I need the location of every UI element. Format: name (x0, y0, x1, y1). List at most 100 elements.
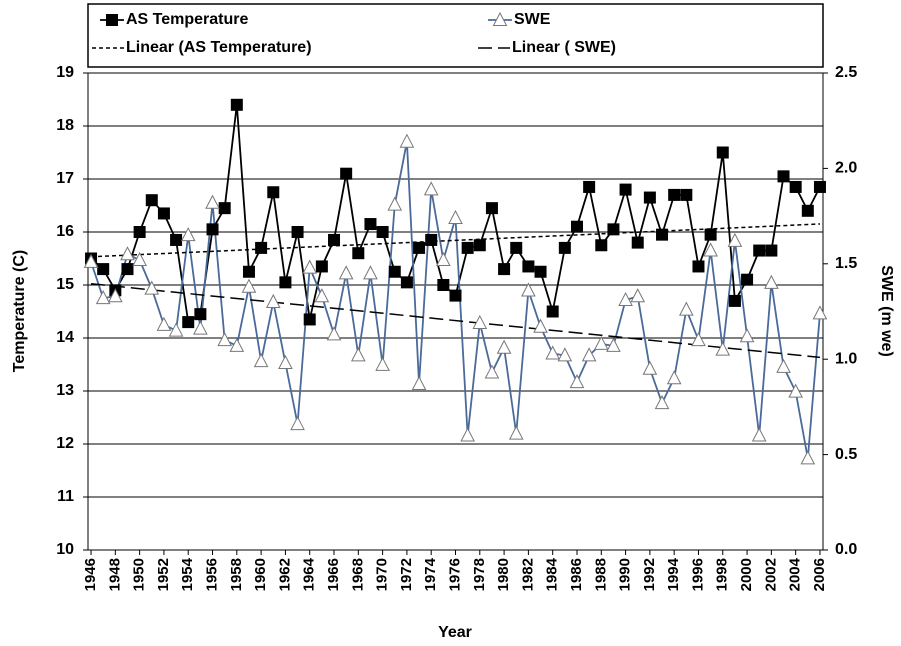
y-tick-label: 17 (56, 170, 74, 187)
y-tick-label: 14 (56, 329, 74, 346)
data-point (328, 233, 341, 246)
trendline (91, 223, 820, 258)
data-point (279, 276, 292, 289)
data-point (132, 251, 147, 266)
data-point (546, 305, 559, 318)
data-point (425, 233, 438, 246)
data-point (498, 263, 511, 276)
data-point (680, 188, 693, 201)
data-point (326, 326, 342, 341)
x-tick-label: 1958 (228, 558, 245, 591)
y2-tick-label: 2.0 (835, 160, 857, 177)
x-tick-label: 2002 (762, 558, 779, 591)
data-point (692, 260, 705, 273)
data-point (180, 227, 196, 242)
data-point (120, 246, 135, 261)
x-tick-label: 2000 (738, 558, 755, 591)
data-point (423, 181, 439, 196)
data-point (777, 170, 790, 183)
legend-marker (492, 11, 508, 26)
x-tick-label: 1948 (106, 558, 123, 591)
data-point (388, 265, 401, 278)
x-tick-label: 1998 (714, 558, 731, 591)
data-point (715, 341, 731, 356)
data-point (533, 318, 548, 333)
data-point (194, 308, 207, 321)
y2-tick-label: 1.5 (835, 255, 857, 272)
data-point (534, 265, 547, 278)
data-point (399, 133, 415, 148)
data-point (338, 265, 354, 280)
y-tick-label: 19 (56, 64, 74, 81)
x-tick-label: 1946 (82, 558, 99, 591)
data-point (387, 196, 403, 211)
data-point (739, 328, 755, 343)
legend-label: Linear ( SWE) (512, 39, 616, 56)
data-point (570, 220, 583, 233)
y2-axis-title: SWE (m we) (878, 265, 895, 357)
x-tick-label: 2004 (787, 557, 804, 591)
data-point (460, 427, 475, 442)
x-tick-label: 1964 (301, 557, 318, 591)
x-tick-label: 1996 (689, 558, 706, 591)
data-point (668, 188, 681, 201)
data-point (205, 194, 220, 209)
data-point (314, 288, 330, 303)
x-tick-label: 1972 (398, 558, 415, 591)
data-point (522, 260, 535, 273)
y2-tick-label: 2.5 (835, 64, 857, 81)
data-point (727, 232, 743, 247)
data-point (764, 274, 779, 289)
data-point (363, 265, 378, 280)
x-tick-label: 1988 (592, 558, 609, 591)
data-point (473, 239, 486, 252)
data-point (400, 276, 413, 289)
data-point (278, 354, 293, 370)
data-point (133, 226, 146, 238)
legend-marker (106, 14, 118, 26)
data-point (291, 226, 304, 238)
data-point (461, 241, 474, 254)
data-point (716, 146, 729, 159)
data-point (595, 239, 608, 252)
data-point (156, 316, 172, 331)
legend-box (87, 3, 824, 68)
data-point (241, 278, 257, 293)
data-point (691, 332, 706, 347)
data-point (741, 273, 754, 286)
data-point (449, 289, 462, 302)
data-point (510, 241, 523, 254)
legend-label: AS Temperature (126, 11, 249, 28)
data-point (484, 364, 500, 379)
data-point (704, 228, 717, 241)
y-tick-label: 16 (56, 223, 74, 240)
data-point (265, 293, 281, 308)
data-point (376, 226, 389, 238)
y-tick-label: 11 (57, 488, 74, 505)
data-point (437, 279, 450, 291)
data-point (144, 280, 160, 295)
data-point (558, 241, 571, 254)
data-point (619, 183, 632, 196)
y-tick-label: 12 (56, 435, 74, 452)
data-point (168, 322, 184, 337)
data-point (765, 244, 778, 257)
data-point (703, 242, 718, 257)
data-point (242, 265, 255, 278)
data-point (121, 263, 134, 276)
data-point (508, 425, 524, 440)
data-point (253, 353, 269, 368)
data-point (352, 247, 365, 260)
y-axis-title: Temperature (C) (11, 250, 28, 372)
data-point (350, 347, 366, 362)
x-tick-label: 1952 (155, 558, 172, 591)
data-point (302, 259, 318, 274)
x-axis-title: Year (438, 624, 472, 641)
x-tick-label: 1982 (519, 558, 536, 591)
data-point (170, 233, 183, 246)
data-point (569, 374, 585, 389)
x-tick-label: 1970 (374, 558, 391, 591)
legend-label: SWE (514, 11, 551, 28)
data-point (218, 202, 231, 215)
